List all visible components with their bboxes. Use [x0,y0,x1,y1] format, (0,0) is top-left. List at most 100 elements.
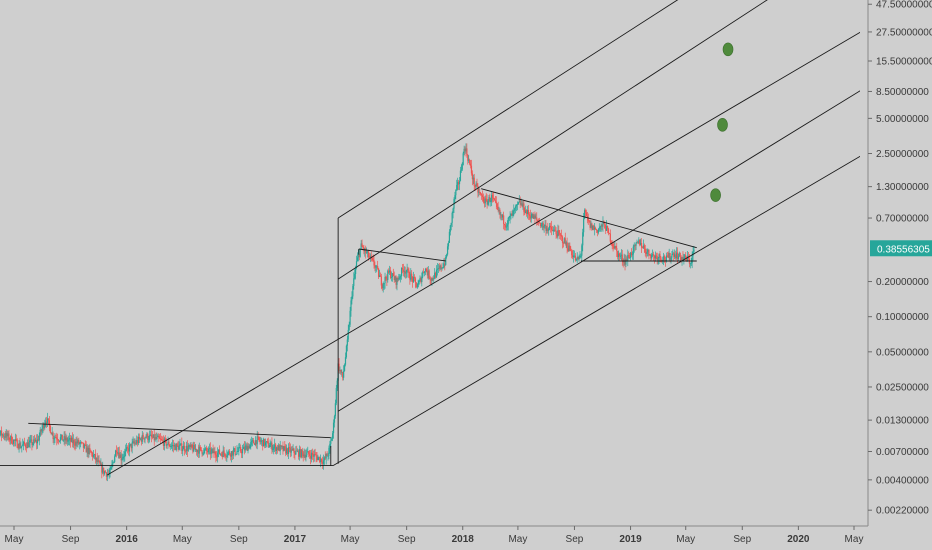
candle-body [476,183,478,186]
candle-body [126,447,129,449]
candle-body [663,256,665,261]
candle-body [602,221,604,227]
channel-line-4[interactable] [337,86,868,412]
candle-body [692,251,694,256]
candle-body [609,233,611,242]
triangle-2018-upper[interactable] [481,188,697,249]
candle-body [232,450,234,456]
candle-body [172,445,174,446]
candle-body [375,266,377,268]
candle-body [57,439,59,441]
candle-body [412,276,414,282]
candle-body [685,255,687,258]
candle-body [563,238,565,244]
candle-body [99,461,101,465]
candle-body [654,255,656,259]
candle-body [292,448,294,450]
candle-body [629,252,632,259]
candle-body [46,418,49,423]
candle-body [595,227,597,230]
candle-body [450,222,452,226]
candle-body [24,444,27,447]
candle-body [517,202,519,205]
candle-body [656,256,658,261]
candle-body [499,210,501,215]
candle-body [405,272,407,274]
candle-body [117,452,119,454]
candle-body [271,442,273,451]
candle-body [130,443,132,449]
candle-body [478,191,480,193]
target-marker-1[interactable] [722,42,734,57]
candle-body [252,440,254,442]
plot-area[interactable] [0,0,868,482]
candle-body [562,242,565,244]
candle-body [527,209,530,215]
candle-body [69,437,72,442]
candle-body [391,273,393,278]
candle-body [591,223,593,230]
candle-body [358,254,360,257]
candle-body [97,460,99,462]
candle-body [383,283,385,285]
candle-body [576,256,578,259]
candle-body [229,451,231,455]
candle-body [137,440,139,444]
candle-body [144,437,146,440]
candle-body [60,434,62,438]
candle-body [118,452,120,458]
candle-body [503,224,506,226]
target-marker-3[interactable] [710,188,721,202]
candle-body [424,268,427,272]
candle-body [322,460,325,464]
candle-body [145,437,147,438]
channel-line-2[interactable] [337,0,826,280]
target-marker-2[interactable] [717,118,728,132]
candle-body [59,437,62,441]
candle-body [355,261,358,269]
candle-body [373,260,375,266]
candle-body [7,433,9,437]
candle-body [174,445,176,451]
candle-body [389,270,392,278]
candle-body [503,215,505,225]
triangle-2017-upper[interactable] [358,248,446,262]
candle-body [267,441,269,448]
resistance-line-2015[interactable] [28,422,331,439]
candle-body [493,198,496,201]
candle-body [49,425,51,433]
candle-body [10,435,12,440]
candle-body [435,272,437,278]
candle-body [16,439,18,448]
candle-body [332,433,334,439]
candle-body [592,225,594,230]
candle-body [433,278,435,280]
channel-line-3[interactable] [107,28,868,476]
candle-body [308,451,310,455]
candle-body [298,449,301,457]
candle-body [18,443,20,449]
candle-body [589,221,591,228]
candle-body [606,225,609,229]
candle-body [166,444,168,446]
candle-body [297,450,299,452]
candle-body [465,148,467,152]
candle-body [682,257,684,260]
candle-body [665,255,668,261]
candle-body [593,225,595,230]
channel-line-1[interactable] [337,0,756,219]
candle-body [162,440,165,446]
channel-line-5[interactable] [332,152,868,466]
candle-body [426,271,428,276]
candle-body [546,228,548,231]
last-price-badge[interactable] [870,240,932,257]
candle-body [446,254,448,258]
candle-body [471,173,473,180]
candle-body [447,242,450,247]
candle-body [333,416,336,423]
candle-body [82,442,85,448]
candle-body [644,248,646,253]
candle-body [183,445,185,450]
